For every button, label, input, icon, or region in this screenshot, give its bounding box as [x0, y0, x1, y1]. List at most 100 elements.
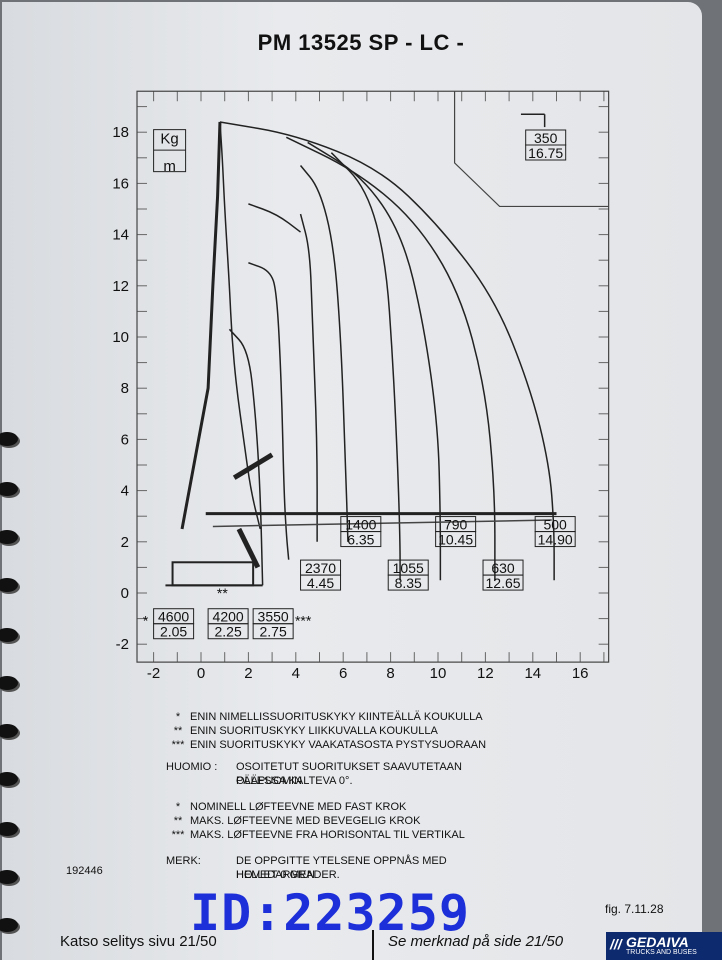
- binding-ring: [0, 772, 18, 786]
- x-tick-label: 16: [572, 665, 589, 682]
- y-tick-label: 0: [121, 585, 129, 602]
- notes-finnish: * ENIN NIMELLISSUORITUSKYKY KIINTEÄLLÄ KO…: [166, 710, 486, 788]
- binding-ring: [0, 676, 18, 690]
- x-tick-label: 14: [524, 665, 541, 682]
- y-tick-label: 6: [121, 431, 129, 448]
- inset-border: [453, 91, 609, 208]
- label-box-bottom: [252, 623, 294, 640]
- load-curve: [219, 121, 261, 530]
- crane-drawing: [165, 121, 557, 587]
- note-remark-line2: OLLESSA KALTEVA 0°.: [236, 775, 353, 787]
- load-marker: *: [143, 613, 149, 629]
- label-box-bottom: [387, 574, 429, 591]
- load-value: 350: [534, 130, 558, 146]
- boom-raised: [232, 452, 274, 480]
- reach-value: 4.45: [307, 575, 334, 591]
- binding-ring: [0, 530, 18, 544]
- binding-ring: [0, 870, 18, 884]
- y-tick-label: 14: [112, 227, 129, 244]
- chart-grid: [137, 91, 609, 663]
- reach-value: 16.75: [528, 145, 563, 161]
- load-marker: ***: [295, 613, 312, 629]
- load-curve: [330, 152, 401, 581]
- load-curve: [248, 203, 301, 233]
- binding-ring: [0, 822, 18, 836]
- note-line: * ENIN NIMELLISSUORITUSKYKY KIINTEÄLLÄ KO…: [175, 711, 483, 723]
- load-value: 790: [444, 517, 468, 533]
- x-tick-label: 6: [339, 665, 347, 682]
- x-tick-label: 10: [430, 665, 447, 682]
- manual-page: [2, 2, 702, 960]
- x-tick-label: 4: [292, 665, 300, 682]
- note-line: *** MAKS. LØFTEEVNE FRA HORISONTAL TIL VE…: [171, 829, 465, 841]
- note-line: *** ENIN SUORITUSKYKY VAAKATASOSTA PYSTYS…: [171, 739, 487, 751]
- x-tick-label: -2: [147, 665, 160, 682]
- binding-ring: [0, 918, 18, 932]
- load-value: 4600: [158, 609, 189, 625]
- notes-norwegian: * NOMINELL LØFTEEVNE MED FAST KROK ** MAKS…: [166, 800, 465, 882]
- reach-value: 12.65: [486, 575, 521, 591]
- load-value: 630: [491, 560, 515, 576]
- reach-value: 6.35: [347, 532, 374, 548]
- load-value: 1055: [393, 560, 424, 576]
- load-value: 1400: [345, 517, 376, 533]
- y-tick-label: 16: [112, 175, 129, 192]
- reach-value: 14.90: [538, 532, 573, 548]
- chart-frame: [136, 90, 610, 663]
- y-tick-label: 18: [112, 124, 129, 141]
- note-remark: MERK: DE OPPGITTE YTELSENE OPPNÅS MED HO…: [166, 855, 447, 881]
- y-tick-label: 10: [112, 329, 129, 346]
- load-curve: [307, 141, 442, 581]
- binding-ring: [0, 628, 18, 642]
- label-box-bottom: [207, 623, 249, 640]
- load-curve: [228, 328, 264, 586]
- reach-value: 8.35: [395, 575, 422, 591]
- boom-horizontal-lower: [212, 519, 552, 528]
- y-tick-label: 8: [121, 380, 129, 397]
- figure-label: fig. 7.11.28: [605, 902, 664, 916]
- x-tick-label: 12: [477, 665, 494, 682]
- x-tick-label: 8: [386, 665, 394, 682]
- y-tick-label: -2: [116, 636, 129, 653]
- load-curve: [285, 136, 496, 581]
- label-box-bottom: [435, 531, 477, 548]
- binding-ring: [0, 482, 18, 496]
- note-line: ** ENIN SUORITUSKYKY LIIKKUVALLA KOUKULLA: [173, 725, 438, 737]
- label-box-bottom: [340, 531, 382, 548]
- binding-ring: [0, 432, 18, 446]
- reach-value: 10.45: [438, 532, 473, 548]
- y-tick-label: 12: [112, 278, 129, 295]
- binding-ring: [0, 724, 18, 738]
- reach-value: 2.75: [260, 624, 287, 640]
- crane-base: [171, 561, 255, 587]
- footer-right-text: Se merknad på side 21/50: [388, 933, 564, 950]
- load-curves: [219, 121, 555, 586]
- axis-ticks: -2 0 2 4 6 8 10 12 14 16 18 16 14 12 10 8 6 4 2 0 -2 Kg m: [112, 124, 588, 682]
- load-curve: [299, 165, 349, 542]
- footer-divider: [372, 930, 374, 960]
- label-box-bottom: [482, 574, 524, 591]
- document-number: 192446: [66, 865, 103, 877]
- reach-value: 2.05: [160, 624, 187, 640]
- units-box: [153, 129, 187, 173]
- load-value: 500: [543, 517, 567, 533]
- load-value: 4200: [213, 609, 244, 625]
- x-tick-label: 2: [244, 665, 252, 682]
- label-box-bottom: [534, 531, 576, 548]
- boom-lowered: [236, 527, 261, 569]
- load-marker: **: [217, 585, 228, 601]
- note-line: * NOMINELL LØFTEEVNE MED FAST KROK: [175, 801, 407, 813]
- note-remark: HUOMIO : OSOITETUT SUORITUKSET SAAVUTETA…: [166, 761, 462, 787]
- load-curve: [219, 121, 555, 581]
- chart-border: [136, 90, 610, 663]
- unit-m-label: m: [163, 158, 176, 175]
